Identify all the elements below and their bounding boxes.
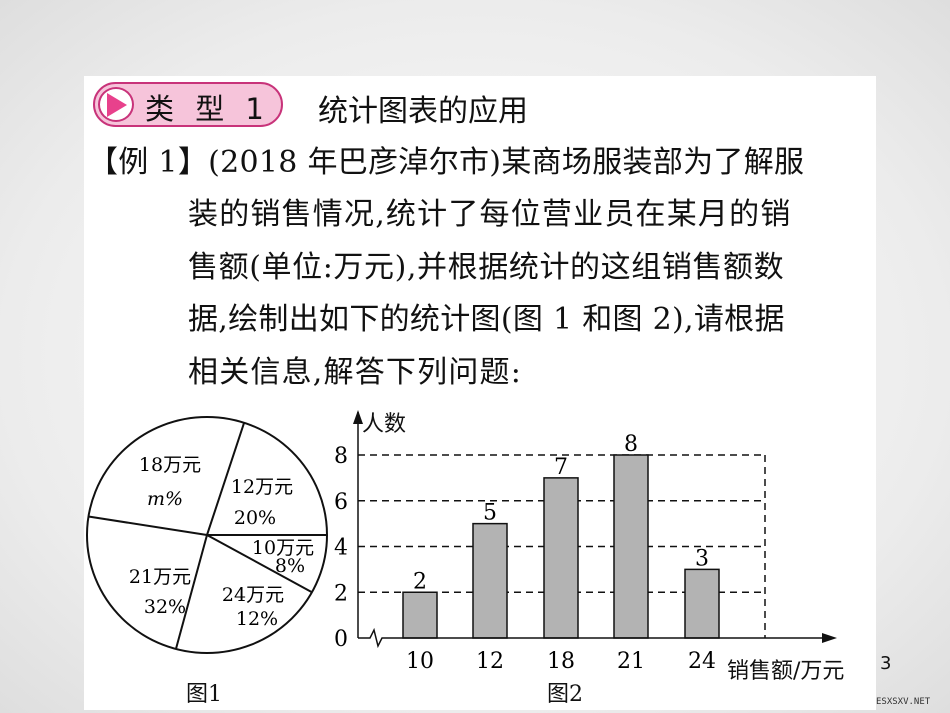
pie-slice-percent: 8%: [275, 555, 305, 577]
problem-line: 据,绘制出如下的统计图(图 1 和图 2),请根据: [188, 302, 785, 337]
play-triangle-icon: [98, 87, 134, 122]
bar-value-label: 7: [554, 455, 568, 480]
x-axis: [358, 627, 825, 649]
bar: [613, 454, 649, 639]
pie-slice-label: 21万元: [129, 566, 191, 588]
problem-line: 装的销售情况,统计了每位营业员在某月的销: [188, 197, 792, 232]
bar: [543, 477, 579, 639]
page-number: 3: [880, 653, 892, 674]
y-tick-label: 0: [334, 627, 348, 652]
x-axis-arrow-icon: [822, 633, 837, 643]
problem-line: 【例 1】(2018 年巴彦淖尔市)某商场服装部为了解服: [88, 145, 805, 180]
bar-value-label: 8: [624, 432, 638, 457]
pie-slice-boundary: [206, 422, 246, 536]
x-tick-label: 21: [617, 649, 645, 674]
pie-slice-label: 24万元: [222, 584, 284, 606]
x-tick-label: 12: [476, 649, 504, 674]
y-tick-label: 6: [334, 490, 348, 515]
bar-value-label: 3: [695, 546, 709, 571]
problem-line: 相关信息,解答下列问题:: [188, 355, 523, 390]
watermark: ESXSXV.NET: [876, 697, 931, 707]
problem-line: 售额(单位:万元),并根据统计的这组销售额数: [188, 250, 785, 285]
type-badge: 类 型 1: [93, 82, 283, 127]
bar: [684, 568, 720, 639]
bar-caption: 图2: [547, 682, 583, 707]
section-title: 统计图表的应用: [318, 94, 528, 129]
y-axis-label: 人数: [362, 412, 407, 437]
pie-slice-boundary: [206, 534, 313, 594]
x-tick-label: 18: [547, 649, 575, 674]
pie-caption: 图1: [186, 682, 222, 707]
y-axis-arrow-icon: [353, 410, 363, 424]
x-axis-label: 销售额/万元: [727, 659, 845, 684]
pie-slice-percent: 20%: [234, 507, 276, 529]
bar-value-label: 5: [483, 501, 497, 526]
bar: [472, 522, 508, 639]
pie-slice-label: 18万元: [139, 454, 201, 476]
pie-slice-boundary: [88, 515, 208, 536]
y-tick-label: 4: [334, 536, 348, 561]
pie-slice-boundary: [174, 534, 208, 650]
pie-slice-percent: m%: [147, 488, 183, 510]
type-badge-label: 类 型 1: [145, 92, 270, 126]
pie-slice-label: 10万元: [252, 537, 314, 559]
x-tick-label: 24: [688, 649, 716, 674]
pie-slice-percent: 32%: [144, 596, 186, 618]
pie-slice-label: 12万元: [231, 476, 293, 498]
bar: [402, 591, 438, 639]
bar-value-label: 2: [413, 569, 427, 594]
pie-slice-percent: 12%: [236, 608, 278, 630]
y-tick-label: 2: [334, 581, 348, 606]
x-tick-label: 10: [406, 649, 434, 674]
y-tick-label: 8: [334, 444, 348, 469]
